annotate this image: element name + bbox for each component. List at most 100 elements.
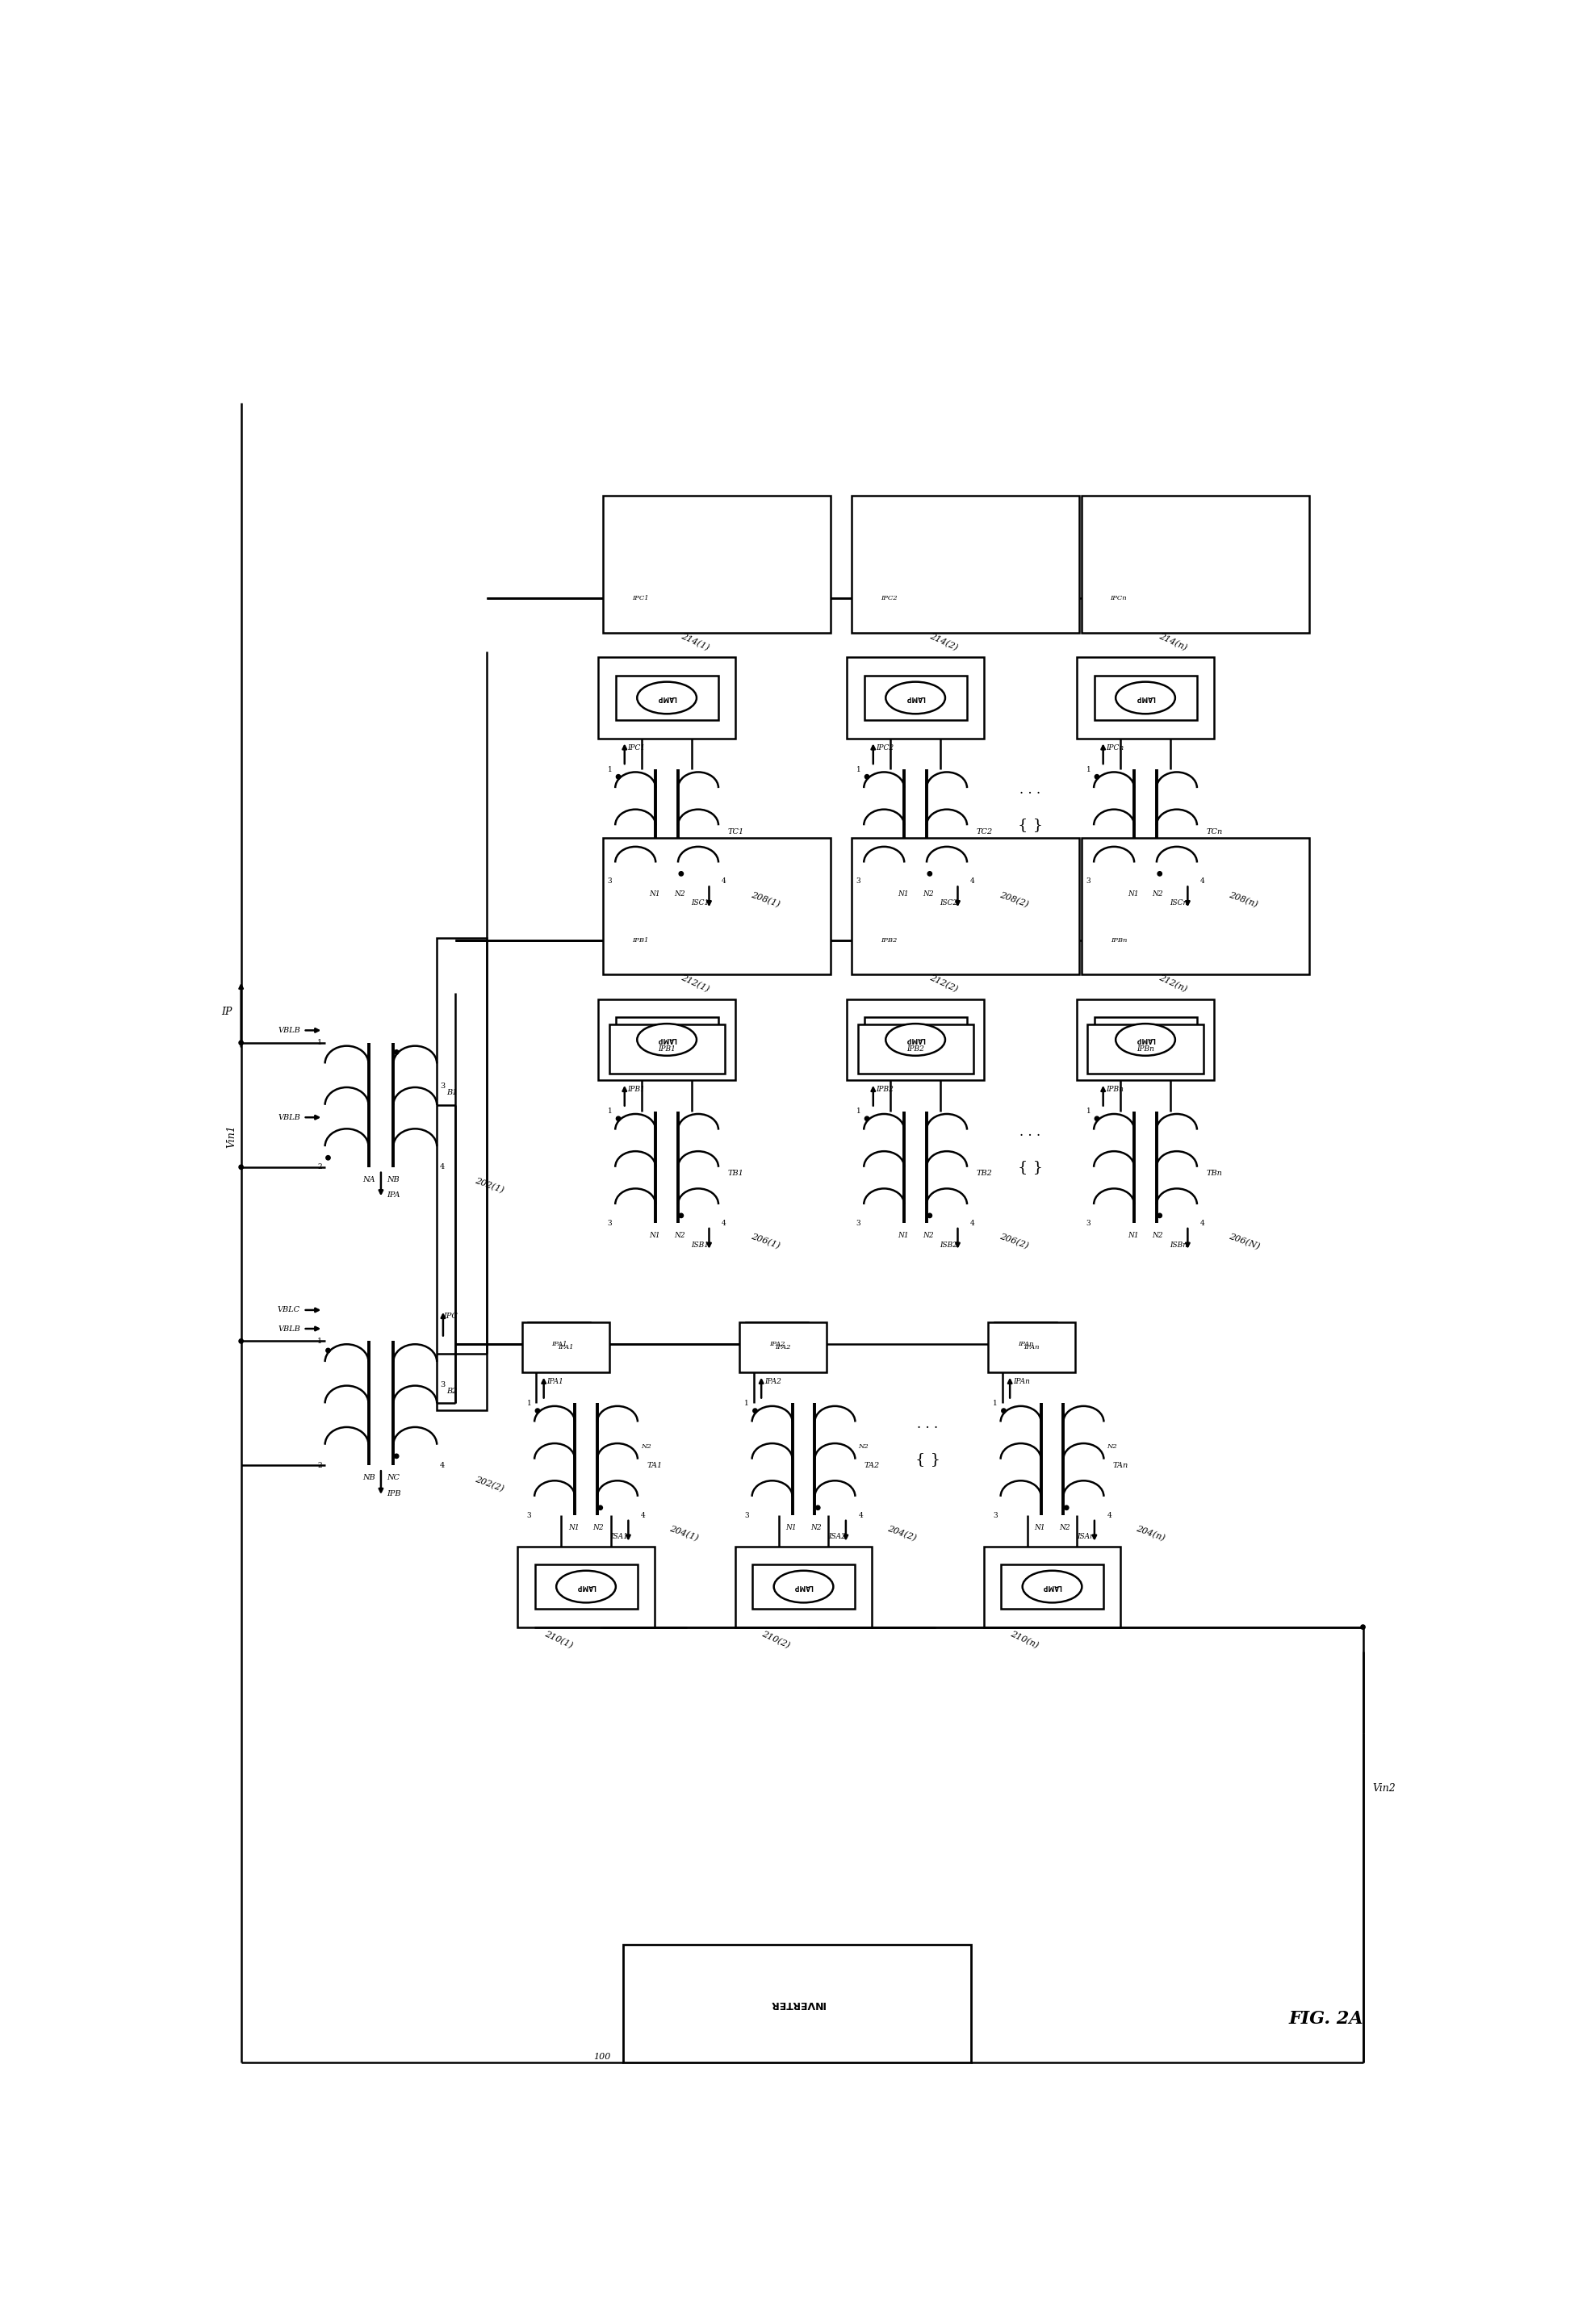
Text: · · ·: · · · — [918, 1422, 938, 1434]
Text: 1: 1 — [993, 1399, 998, 1406]
Text: LAMP: LAMP — [905, 1037, 926, 1043]
Text: 3: 3 — [856, 878, 861, 885]
Text: LAMP: LAMP — [793, 1583, 814, 1590]
Circle shape — [239, 1041, 244, 1046]
Ellipse shape — [1116, 681, 1176, 713]
Bar — [847, 658, 984, 739]
Text: 212(2): 212(2) — [929, 974, 959, 995]
Circle shape — [598, 1506, 603, 1511]
Text: LAMP: LAMP — [576, 1583, 597, 1590]
Circle shape — [1157, 872, 1162, 876]
Text: B2: B2 — [445, 1387, 456, 1394]
Text: 3: 3 — [856, 1220, 861, 1227]
Text: LAMP: LAMP — [1135, 695, 1155, 702]
Text: 206(N): 206(N) — [1228, 1232, 1261, 1250]
Text: IPB2: IPB2 — [907, 1046, 924, 1053]
Text: 4: 4 — [641, 1511, 645, 1520]
Text: NB: NB — [362, 1473, 375, 1480]
Text: IPC1: IPC1 — [631, 595, 648, 602]
Text: IPA2: IPA2 — [770, 1341, 785, 1348]
Ellipse shape — [637, 681, 697, 713]
Text: 3: 3 — [608, 1220, 612, 1227]
Text: 2: 2 — [318, 1462, 321, 1469]
Ellipse shape — [1023, 1571, 1081, 1604]
Text: ISA2: ISA2 — [828, 1534, 845, 1541]
Text: IPA: IPA — [387, 1192, 400, 1199]
Text: N1: N1 — [1127, 890, 1138, 897]
Bar — [615, 676, 718, 720]
Bar — [740, 1322, 826, 1371]
Text: N2: N2 — [1059, 1525, 1070, 1532]
Text: 3: 3 — [441, 1083, 445, 1090]
Circle shape — [1096, 774, 1099, 779]
Text: TCn: TCn — [1206, 827, 1223, 834]
Text: 4: 4 — [441, 1462, 445, 1469]
Bar — [1081, 837, 1310, 974]
Text: 4: 4 — [721, 1220, 726, 1227]
Text: ISC2: ISC2 — [940, 899, 957, 906]
Text: 210(1): 210(1) — [543, 1629, 573, 1650]
Text: N2: N2 — [674, 1232, 685, 1239]
Bar — [438, 939, 486, 1411]
Bar — [598, 999, 735, 1081]
Ellipse shape — [774, 1571, 833, 1604]
Bar — [746, 1322, 807, 1367]
Bar — [852, 495, 1078, 632]
Text: IPCn: IPCn — [1107, 744, 1124, 751]
Circle shape — [1096, 1116, 1099, 1120]
Text: TB1: TB1 — [727, 1169, 745, 1176]
Text: 208(2): 208(2) — [998, 890, 1029, 909]
Text: IPA2: IPA2 — [774, 1343, 790, 1350]
Text: IPA1: IPA1 — [546, 1378, 563, 1385]
Text: N1: N1 — [648, 1232, 660, 1239]
Text: LAMP: LAMP — [905, 695, 926, 702]
Circle shape — [535, 1408, 540, 1413]
Bar — [988, 1322, 1075, 1371]
Text: 1: 1 — [316, 1039, 321, 1046]
Bar — [847, 999, 984, 1081]
Text: { }: { } — [1018, 1160, 1044, 1174]
Text: VBLC: VBLC — [277, 1306, 301, 1313]
Text: IPA1: IPA1 — [557, 1343, 573, 1350]
Ellipse shape — [556, 1571, 615, 1604]
Text: IPAn: IPAn — [1014, 1378, 1029, 1385]
Bar — [858, 576, 919, 621]
Text: IPBn: IPBn — [1111, 937, 1127, 944]
Text: ISAn: ISAn — [1077, 1534, 1094, 1541]
Circle shape — [927, 1213, 932, 1218]
Ellipse shape — [886, 1023, 944, 1055]
Text: NB: NB — [387, 1176, 400, 1183]
Text: B1: B1 — [445, 1090, 456, 1097]
Text: IPAn: IPAn — [1023, 1343, 1039, 1350]
Text: IP: IP — [220, 1006, 231, 1018]
Bar — [858, 918, 919, 962]
Text: N2: N2 — [811, 1525, 822, 1532]
Bar — [735, 1545, 872, 1627]
Text: 212(n): 212(n) — [1158, 974, 1188, 995]
Text: 3: 3 — [1086, 878, 1091, 885]
Text: ISC1: ISC1 — [691, 899, 710, 906]
Text: ISB1: ISB1 — [691, 1241, 710, 1248]
Text: 214(2): 214(2) — [929, 632, 959, 653]
Bar — [858, 1025, 973, 1074]
Text: 214(1): 214(1) — [680, 632, 710, 653]
Text: N2: N2 — [641, 1443, 652, 1450]
Bar — [615, 1018, 718, 1062]
Text: TB2: TB2 — [976, 1169, 992, 1176]
Text: IPB1: IPB1 — [631, 937, 648, 944]
Text: VBLB: VBLB — [277, 1113, 301, 1120]
Text: TC1: TC1 — [727, 827, 745, 834]
Text: Vin1: Vin1 — [227, 1125, 238, 1148]
Text: 210(2): 210(2) — [760, 1629, 792, 1650]
Circle shape — [678, 1213, 683, 1218]
Text: ISCn: ISCn — [1169, 899, 1188, 906]
Text: 202(2): 202(2) — [474, 1476, 505, 1492]
Text: IPB1: IPB1 — [658, 1046, 675, 1053]
Text: 212(1): 212(1) — [680, 974, 710, 995]
Text: NC: NC — [387, 1473, 400, 1480]
Text: IPB2: IPB2 — [880, 937, 897, 944]
Text: N2: N2 — [858, 1443, 869, 1450]
Text: 4: 4 — [441, 1164, 445, 1171]
Bar — [623, 1945, 971, 2064]
Text: TAn: TAn — [1113, 1462, 1129, 1469]
